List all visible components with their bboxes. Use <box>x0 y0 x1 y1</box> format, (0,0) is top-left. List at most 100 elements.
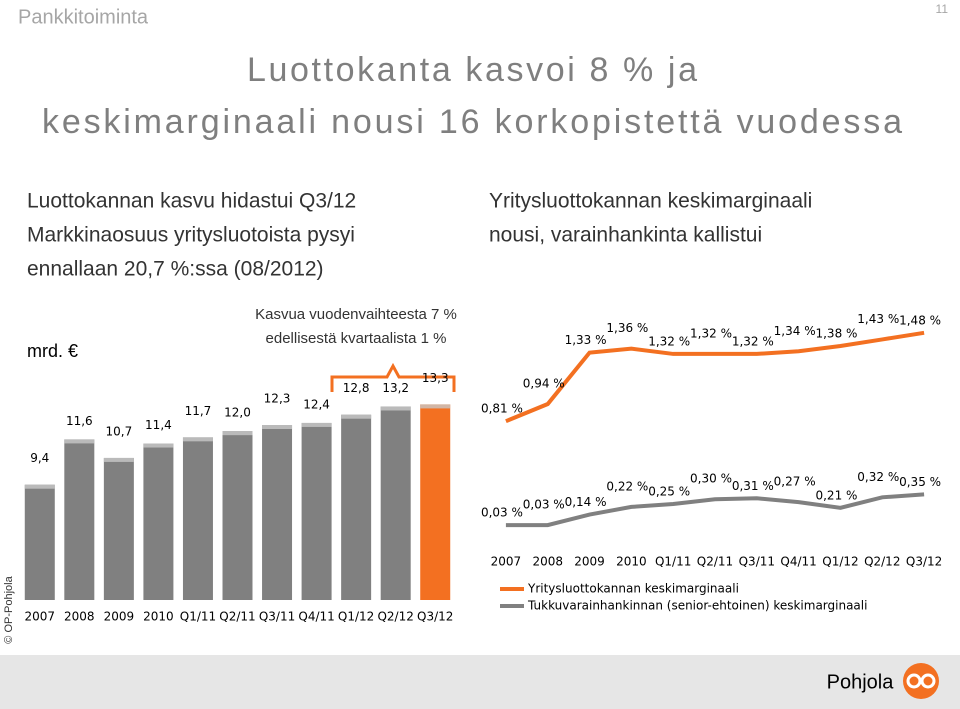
value-label: 1,48 % <box>899 313 941 327</box>
value-label: 0,94 % <box>523 377 565 391</box>
value-label: 0,32 % <box>857 470 899 484</box>
line <box>505 492 925 528</box>
x-tick-label: Q1/11 <box>655 555 691 569</box>
annotation: Kasvua vuodenvaihteesta 7 % <box>255 306 457 323</box>
bar-top <box>420 404 451 409</box>
bar <box>143 443 174 600</box>
bracket <box>330 362 456 392</box>
x-tick-label: Q1/12 <box>338 610 374 624</box>
bar-top <box>24 484 55 489</box>
copyright: © OP-Pohjola <box>3 575 15 643</box>
footer-bar <box>0 655 960 709</box>
value-label: 1,43 % <box>857 312 899 326</box>
value-label: 0,21 % <box>815 488 857 502</box>
x-tick-label: Q4/11 <box>298 610 334 624</box>
value-label: 1,34 % <box>774 324 816 338</box>
x-tick-label: 2008 <box>532 555 563 569</box>
logo-text: Pohjola <box>827 671 895 693</box>
value-label: 1,38 % <box>815 327 857 341</box>
bar-top <box>301 422 332 427</box>
line <box>505 330 925 424</box>
legend-label: Yritysluottokannan keskimarginaali <box>527 582 739 596</box>
x-tick-label: Q3/11 <box>739 555 775 569</box>
value-label: 10,7 <box>106 424 133 438</box>
bar-top <box>222 431 253 436</box>
title-line: Luottokanta kasvoi 8 % ja <box>247 51 697 89</box>
x-tick-label: 2009 <box>104 610 135 624</box>
x-tick-label: 2010 <box>616 555 647 569</box>
bar-top <box>182 437 213 442</box>
x-tick-label: Q1/12 <box>822 555 858 569</box>
bar <box>380 406 411 600</box>
left-text: Luottokannan kasvu hidastui Q3/12 <box>27 190 356 213</box>
x-tick-label: Q2/12 <box>864 555 900 569</box>
x-tick-label: 2009 <box>574 555 605 569</box>
logo-mark <box>920 673 936 689</box>
header: Pankkitoiminta <box>18 6 149 28</box>
bar <box>103 457 134 600</box>
value-label: 0,25 % <box>648 485 690 499</box>
bar <box>222 431 253 600</box>
right-text: Yritysluottokannan keskimarginaali <box>489 190 812 213</box>
bar-top <box>262 425 293 429</box>
value-label: 12,8 <box>343 381 370 395</box>
value-label: 1,32 % <box>732 334 774 348</box>
unit-label: mrd. € <box>27 341 78 361</box>
bar <box>24 484 55 600</box>
value-label: 1,32 % <box>648 334 690 348</box>
x-tick-label: Q1/11 <box>180 610 216 624</box>
value-label: 0,03 % <box>523 498 565 512</box>
annotation: edellisestä kvartaalista 1 % <box>266 330 447 347</box>
x-tick-label: 2007 <box>491 555 522 569</box>
x-tick-label: Q2/11 <box>219 610 255 624</box>
x-tick-label: 2008 <box>64 610 95 624</box>
value-label: 0,30 % <box>690 472 732 486</box>
bar-top <box>341 414 372 419</box>
bar <box>341 414 372 600</box>
value-label: 12,4 <box>303 397 330 411</box>
value-label: 12,0 <box>224 406 251 420</box>
bar <box>262 425 293 600</box>
x-tick-label: Q3/11 <box>259 610 295 624</box>
value-label: 0,35 % <box>899 475 941 489</box>
bar-top <box>143 443 174 448</box>
value-label: 11,4 <box>145 418 172 432</box>
bar <box>301 422 332 600</box>
value-label: 0,31 % <box>732 479 774 493</box>
bar <box>182 437 213 600</box>
bar-top <box>380 406 411 411</box>
page-number: 11 <box>936 2 949 16</box>
value-label: 13,3 <box>422 371 449 385</box>
x-tick-label: Q2/11 <box>697 555 733 569</box>
x-tick-label: 2007 <box>24 610 55 624</box>
value-label: 11,7 <box>185 404 212 418</box>
value-label: 1,33 % <box>565 333 607 347</box>
x-tick-label: Q3/12 <box>417 610 453 624</box>
value-label: 11,6 <box>66 414 93 428</box>
bar-top <box>64 439 95 444</box>
value-label: 0,81 % <box>481 402 523 416</box>
value-label: 0,22 % <box>606 479 648 493</box>
left-text: Markkinaosuus yritysluotoista pysyi <box>27 224 355 247</box>
bar <box>420 404 451 600</box>
value-label: 9,4 <box>30 451 49 465</box>
left-text: ennallaan 20,7 %:ssa (08/2012) <box>27 258 324 281</box>
logo-mark <box>906 673 922 689</box>
x-tick-label: Q2/12 <box>377 610 413 624</box>
value-label: 0,03 % <box>481 506 523 520</box>
value-label: 0,27 % <box>774 475 816 489</box>
value-label: 1,32 % <box>690 326 732 340</box>
value-label: 12,3 <box>264 392 291 406</box>
right-text: nousi, varainhankinta kallistui <box>489 224 762 247</box>
title-line: keskimarginaali nousi 16 korkopistettä v… <box>42 103 902 141</box>
x-tick-label: Q4/11 <box>780 555 816 569</box>
x-tick-label: 2010 <box>143 610 174 624</box>
bar <box>64 439 95 600</box>
value-label: 1,36 % <box>606 321 648 335</box>
legend-label: Tukkuvarainhankinnan (senior-ehtoinen) k… <box>527 599 867 613</box>
value-label: 13,2 <box>382 381 409 395</box>
x-tick-label: Q3/12 <box>906 555 942 569</box>
value-label: 0,14 % <box>565 495 607 509</box>
bar-top <box>103 457 134 462</box>
